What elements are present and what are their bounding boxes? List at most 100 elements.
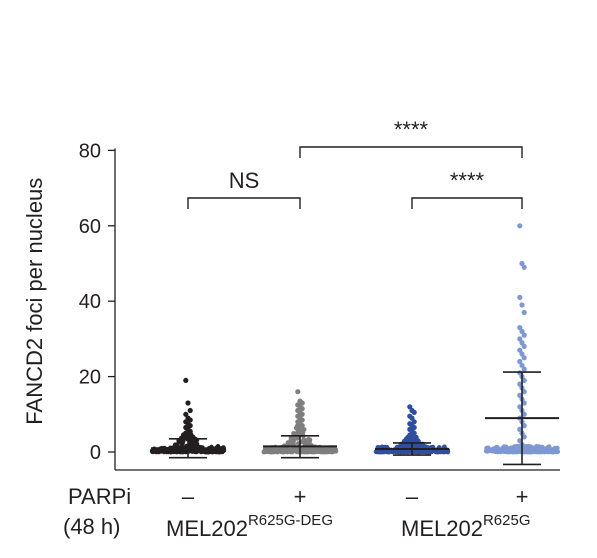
data-point [519, 302, 525, 308]
axis-layer: 0 20 40 60 80 FANCD2 foci per nucleus [22, 140, 560, 471]
y-tick-label: 40 [79, 291, 101, 313]
data-point [521, 264, 527, 270]
data-point [379, 449, 384, 454]
treatment-row-label: PARPi [68, 484, 131, 509]
data-point [150, 448, 156, 454]
data-point [280, 449, 286, 455]
treatment-sign: + [516, 484, 529, 509]
significance-label: NS [229, 168, 260, 193]
data-point [519, 351, 525, 357]
y-tick-label: 80 [79, 140, 101, 162]
data-point [183, 411, 189, 417]
data-point [291, 438, 296, 444]
data-point [546, 447, 551, 453]
duration-row-label: (48 h) [63, 514, 120, 539]
errorbars-layer [151, 371, 559, 466]
data-point [521, 377, 527, 383]
data-point [521, 355, 527, 361]
data-point [517, 325, 523, 331]
data-point [183, 377, 189, 383]
data-point [494, 449, 500, 455]
data-point [515, 444, 520, 449]
data-point [517, 438, 523, 444]
treatment-sign: – [406, 484, 419, 509]
data-point [203, 449, 209, 455]
data-point [420, 448, 426, 454]
group-superscript: R625G [483, 512, 531, 529]
data-point [521, 343, 527, 349]
group-label: MEL202R625G [401, 512, 530, 541]
data-point [299, 423, 305, 429]
data-point [183, 430, 189, 436]
y-tick-label: 20 [79, 367, 101, 389]
data-point [550, 449, 556, 455]
significance-layer: NS **** **** [187, 117, 523, 209]
data-point [299, 411, 305, 417]
data-point [521, 309, 527, 316]
data-point [521, 332, 527, 338]
data-point [411, 409, 417, 415]
data-point [440, 449, 446, 455]
data-point [523, 444, 529, 449]
data-point [521, 411, 527, 417]
data-point [519, 260, 525, 267]
data-point [187, 423, 193, 429]
data-point [187, 407, 193, 414]
data-point [287, 447, 293, 453]
group-label: MEL202R625G-DEG [166, 512, 333, 541]
data-point [411, 419, 417, 425]
data-point [517, 347, 523, 353]
data-point [399, 448, 404, 454]
points-layer [149, 223, 561, 455]
group-name: MEL202 [166, 516, 248, 541]
y-axis-title: FANCD2 foci per nucleus [22, 178, 47, 425]
data-point [388, 448, 394, 454]
data-point [409, 434, 415, 440]
treatment-sign: – [182, 484, 195, 509]
data-point [494, 445, 500, 450]
data-point [291, 431, 296, 436]
data-point [411, 424, 417, 431]
data-point [413, 434, 419, 440]
significance-bracket [187, 197, 301, 209]
y-tick-label: 0 [90, 442, 101, 464]
data-point [293, 425, 299, 431]
labels-layer: PARPi(48 h)– + – +MEL202R625G-DEG MEL202R625… [63, 484, 530, 541]
data-point [484, 448, 490, 454]
data-point [517, 358, 523, 365]
data-point [268, 448, 273, 454]
data-point [521, 366, 527, 372]
data-point [187, 428, 193, 434]
data-point [303, 438, 309, 444]
data-point [517, 336, 523, 342]
data-point [294, 447, 300, 453]
data-point [185, 400, 191, 406]
data-point [210, 449, 216, 454]
significance-bracket [411, 197, 523, 209]
data-point [490, 446, 496, 452]
data-point [521, 434, 527, 440]
data-point [310, 447, 316, 453]
data-point [517, 223, 523, 229]
data-point [411, 430, 417, 436]
data-point [263, 446, 269, 452]
group-name: MEL202 [401, 516, 483, 541]
data-point [320, 449, 325, 454]
significance-label: **** [394, 117, 429, 142]
data-point [529, 445, 535, 451]
group-superscript: R625G-DEG [248, 512, 333, 529]
data-point [517, 392, 523, 398]
data-point [519, 362, 525, 368]
data-point [517, 381, 523, 387]
significance-bracket [299, 146, 523, 158]
data-point [294, 436, 300, 441]
data-point [517, 294, 523, 300]
data-point [333, 447, 338, 452]
data-point [541, 448, 546, 453]
data-point [521, 400, 527, 406]
treatment-sign: + [294, 484, 307, 509]
data-point [299, 406, 305, 412]
data-point [521, 423, 527, 429]
data-point [299, 400, 305, 406]
data-point [295, 389, 301, 395]
